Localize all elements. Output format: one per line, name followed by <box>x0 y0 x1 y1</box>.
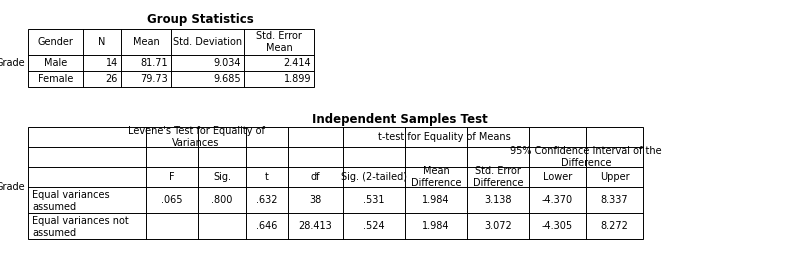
Text: N: N <box>98 37 106 47</box>
Bar <box>28 127 643 239</box>
Text: df: df <box>310 172 320 182</box>
Bar <box>28 29 314 87</box>
Text: Equal variances not
assumed: Equal variances not assumed <box>32 216 129 238</box>
Text: 81.71: 81.71 <box>140 58 168 68</box>
Text: 8.272: 8.272 <box>601 221 629 231</box>
Text: 9.685: 9.685 <box>214 74 241 84</box>
Text: 9.034: 9.034 <box>214 58 241 68</box>
Text: .646: .646 <box>256 221 278 231</box>
Text: Male: Male <box>44 58 67 68</box>
Text: .524: .524 <box>363 221 385 231</box>
Text: 95% Confidence Interval of the
Difference: 95% Confidence Interval of the Differenc… <box>510 146 662 168</box>
Text: Std. Error
Difference: Std. Error Difference <box>473 166 523 188</box>
Text: 14: 14 <box>106 58 118 68</box>
Text: Gender: Gender <box>38 37 74 47</box>
Text: 1.984: 1.984 <box>422 221 450 231</box>
Text: 28.413: 28.413 <box>298 221 332 231</box>
Text: Levene's Test for Equality of
Variances: Levene's Test for Equality of Variances <box>127 126 265 148</box>
Text: Female: Female <box>38 74 73 84</box>
Text: t: t <box>265 172 269 182</box>
Text: Upper: Upper <box>600 172 630 182</box>
Text: 2.414: 2.414 <box>283 58 311 68</box>
Text: .065: .065 <box>162 195 182 205</box>
Text: 79.73: 79.73 <box>140 74 168 84</box>
Text: Independent Samples Test: Independent Samples Test <box>312 112 488 125</box>
Text: Std. Deviation: Std. Deviation <box>173 37 242 47</box>
Text: Mean
Difference: Mean Difference <box>410 166 462 188</box>
Text: 3.138: 3.138 <box>484 195 512 205</box>
Text: Grade: Grade <box>0 182 25 192</box>
Text: Std. Error
Mean: Std. Error Mean <box>256 31 302 53</box>
Text: 1.984: 1.984 <box>422 195 450 205</box>
Text: Group Statistics: Group Statistics <box>146 13 254 26</box>
Text: 26: 26 <box>106 74 118 84</box>
Text: .800: .800 <box>211 195 233 205</box>
Text: Equal variances
assumed: Equal variances assumed <box>32 190 110 212</box>
Text: .632: .632 <box>256 195 278 205</box>
Text: 3.072: 3.072 <box>484 221 512 231</box>
Text: Sig.: Sig. <box>213 172 231 182</box>
Text: 8.337: 8.337 <box>601 195 628 205</box>
Text: Lower: Lower <box>543 172 572 182</box>
Text: Sig. (2-tailed): Sig. (2-tailed) <box>341 172 407 182</box>
Text: Grade: Grade <box>0 58 25 68</box>
Text: 1.899: 1.899 <box>283 74 311 84</box>
Text: -4.305: -4.305 <box>542 221 573 231</box>
Text: F: F <box>169 172 175 182</box>
Text: -4.370: -4.370 <box>542 195 573 205</box>
Text: 38: 38 <box>310 195 322 205</box>
Text: Mean: Mean <box>133 37 159 47</box>
Text: t-test for Equality of Means: t-test for Equality of Means <box>378 132 511 142</box>
Text: .531: .531 <box>363 195 385 205</box>
